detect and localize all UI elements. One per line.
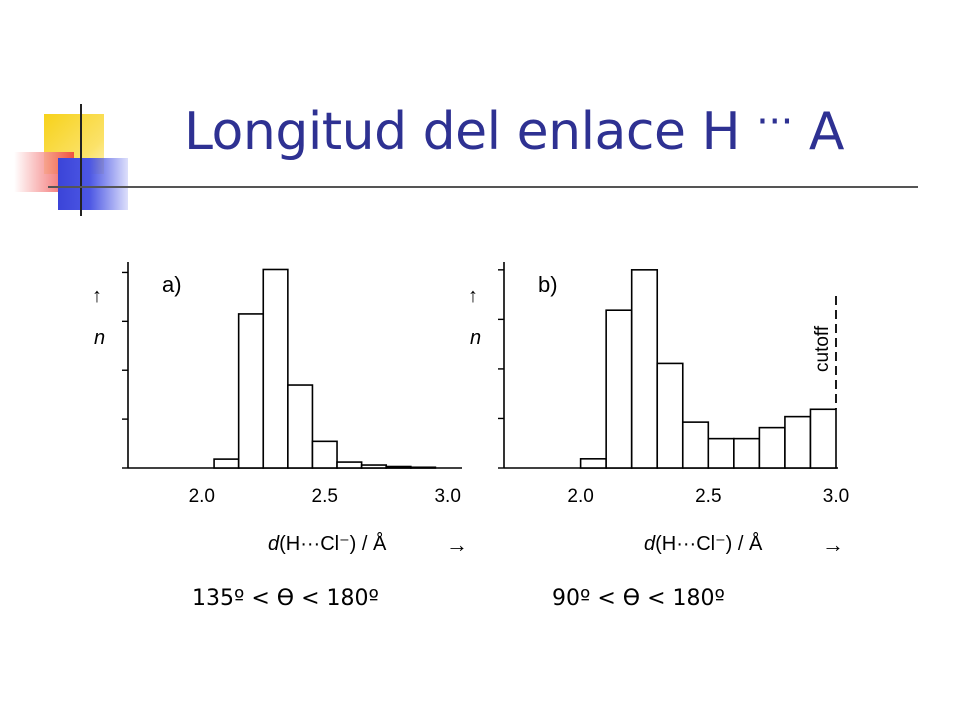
hist-b-xlabel-arrow: → <box>822 532 844 557</box>
hist-b-ylabel: n <box>470 327 481 349</box>
title-dots: ··· <box>756 99 793 145</box>
hist-b-bar <box>656 362 684 469</box>
hist-a-ylabel-arrow: ↑ <box>92 285 102 307</box>
hist-b-bar <box>707 437 735 469</box>
caption-b: 90º < Ө < 180º <box>552 586 725 611</box>
hist-b-xtick-label: 3.0 <box>823 486 849 507</box>
hist-a-bar <box>237 313 265 469</box>
hist-a-ylabel: n <box>94 327 105 349</box>
hist-a-xtick-label: 3.0 <box>434 486 460 507</box>
hist-a-bar <box>311 440 338 469</box>
hist-a-bar <box>336 461 363 469</box>
hist-b-cutoff-label: cutoff <box>812 325 833 372</box>
hist-b-xtick-label: 2.5 <box>695 486 721 507</box>
hist-a-xlabel: d(H···Cl⁻) / Å <box>268 532 387 555</box>
decor-vertical-line <box>80 104 82 216</box>
title-text: Longitud del enlace H <box>184 102 741 162</box>
hist-a-xtick-label: 2.0 <box>189 486 215 507</box>
hist-b-panel-label: b) <box>538 272 558 297</box>
hist-b-ylabel-arrow: ↑ <box>468 285 478 307</box>
hist-a-xlabel-arrow: → <box>446 532 468 557</box>
hist-b-bar <box>809 408 837 469</box>
hist-b-bar <box>758 426 786 469</box>
hist-b-xlabel: d(H···Cl⁻) / Å <box>644 532 763 555</box>
hist-a-bar <box>385 465 412 469</box>
hist-b-bar <box>579 458 607 469</box>
hist-b-bar <box>733 437 761 469</box>
hist-b-xtick-label: 2.0 <box>567 486 593 507</box>
hist-b-bar <box>681 421 710 469</box>
hist-b-bar <box>784 415 812 469</box>
hist-b-bar <box>605 309 633 469</box>
hist-a-bar <box>287 384 314 469</box>
hist-a-xtick-label: 2.5 <box>312 486 338 507</box>
hist-a-panel-label: a) <box>162 272 182 297</box>
histogram-b-svg: 2.0 2.5 3.0 b) ↑ n d(H···Cl⁻) / Å → cutoff <box>468 262 849 557</box>
title-underline <box>48 186 918 188</box>
hist-a-bar <box>360 464 388 469</box>
hist-a-bar <box>262 268 289 469</box>
hist-b-bar <box>630 269 659 469</box>
caption-a: 135º < Ө < 180º <box>192 586 379 611</box>
histogram-a-svg: 2.0 2.5 3.0 a) ↑ n d(H···Cl⁻) / Å → <box>92 262 468 557</box>
hist-a-bar <box>410 466 437 469</box>
title-tail: A <box>808 102 845 162</box>
decor-blue-square <box>58 158 128 210</box>
slide-title: Longitud del enlace H ··· A <box>184 99 845 162</box>
histogram-b: 2.0 2.5 3.0 b) ↑ n d(H···Cl⁻) / Å → cutoff <box>466 240 876 570</box>
histogram-a: 2.0 2.5 3.0 a) ↑ n d(H···Cl⁻) / Å → <box>90 240 500 570</box>
hist-a-bar <box>213 458 240 469</box>
